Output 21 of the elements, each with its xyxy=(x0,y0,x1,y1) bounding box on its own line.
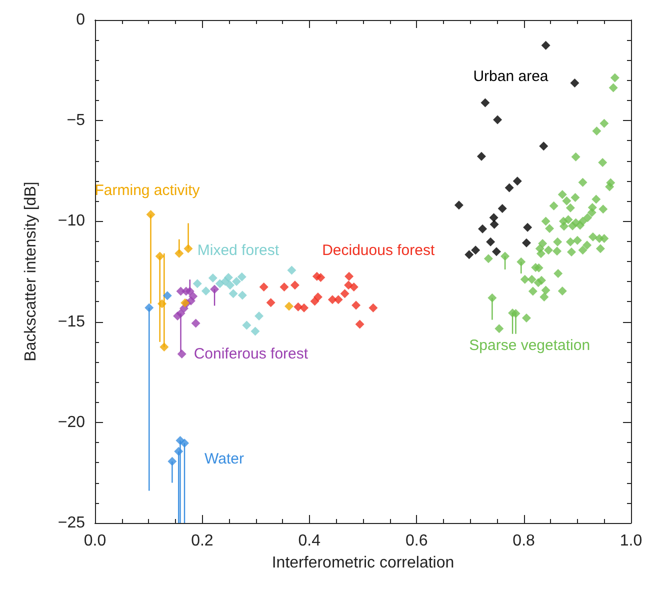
x-tick-label: 0.4 xyxy=(298,532,321,550)
y-tick-label: −25 xyxy=(58,514,86,532)
series-label: Water xyxy=(204,450,244,468)
series-label: Deciduous forest xyxy=(322,242,436,259)
series-label: Farming activity xyxy=(94,182,200,200)
x-tick-label: 0.2 xyxy=(191,532,214,550)
y-tick-label: −10 xyxy=(58,212,86,230)
x-tick-label: 0.8 xyxy=(512,532,536,550)
series-label: Coniferous forest xyxy=(194,345,309,362)
x-axis-title: Interferometric correlation xyxy=(272,554,454,572)
x-tick-label: 0.0 xyxy=(84,532,106,550)
y-axis-title: Backscatter intensity [dB] xyxy=(22,182,40,362)
legend-label: Sparse vegetation xyxy=(469,337,590,354)
x-tick-label: 1.0 xyxy=(620,532,642,550)
y-tick-label: −20 xyxy=(58,414,86,431)
y-tick-label: −5 xyxy=(66,112,86,130)
series-label: Mixed forest xyxy=(197,242,280,260)
x-tick-label: 0.6 xyxy=(405,532,428,550)
y-tick-label: 0 xyxy=(76,12,86,28)
series-label: Urban area xyxy=(473,68,549,86)
y-tick-label: −15 xyxy=(58,313,86,330)
